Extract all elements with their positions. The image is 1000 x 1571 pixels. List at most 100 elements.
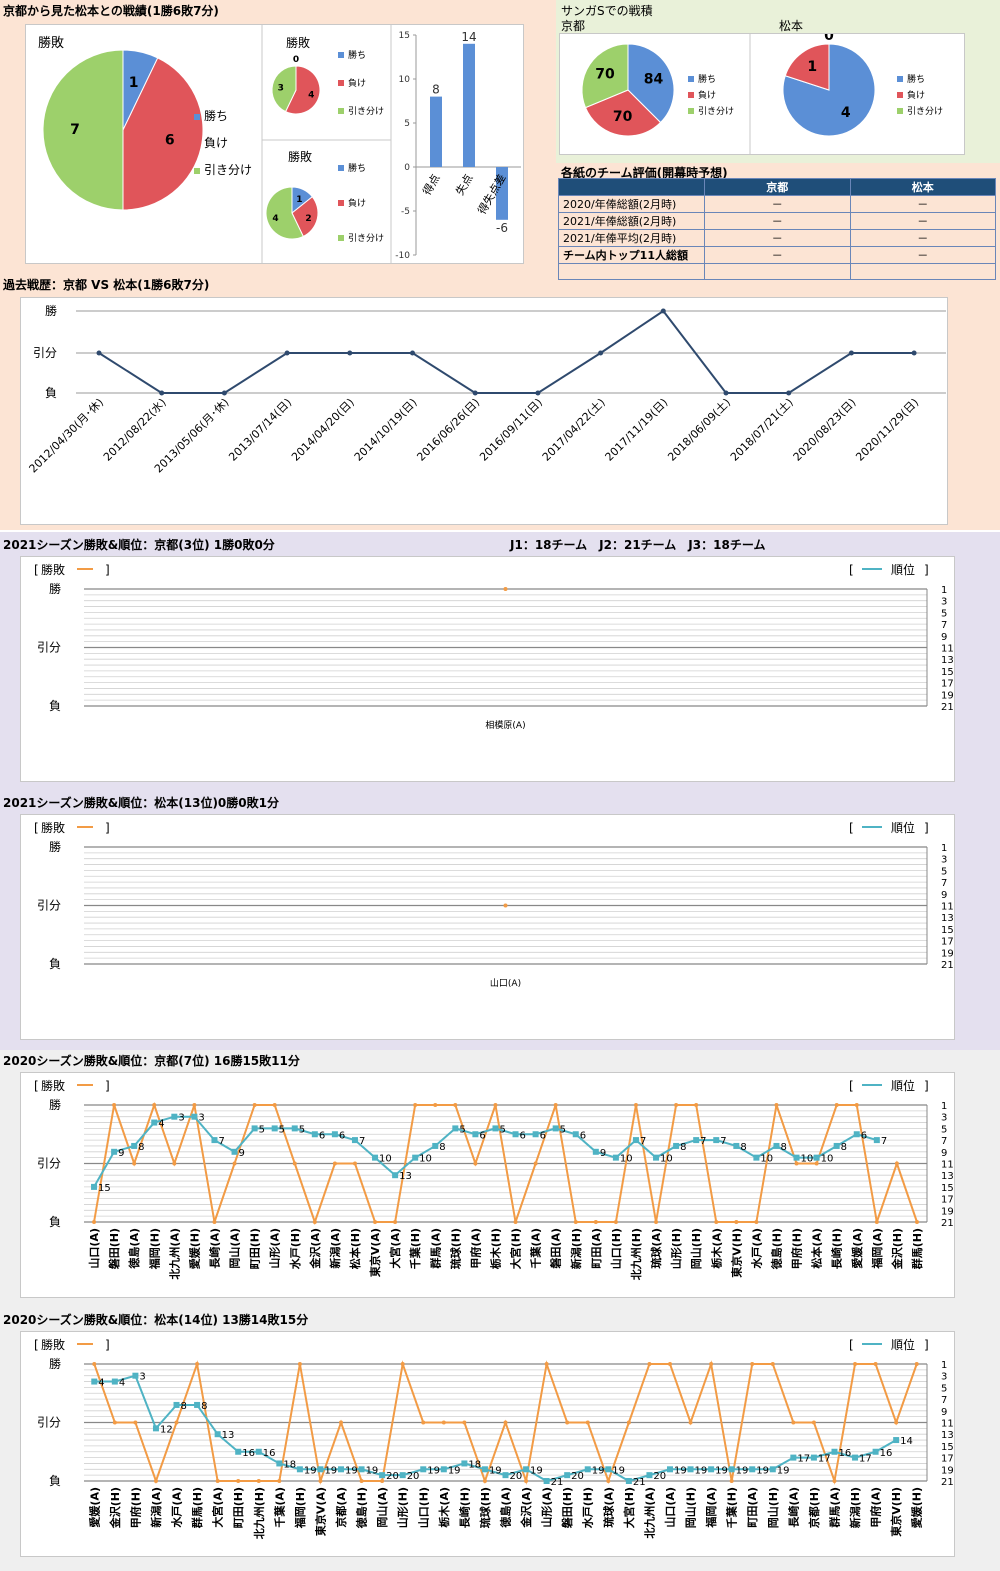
season-rank-point bbox=[132, 1372, 139, 1379]
season-rank-point bbox=[612, 1154, 619, 1161]
sanga-kyoto-label: 京都 bbox=[561, 19, 586, 33]
season-rank-label: 5 bbox=[279, 1124, 285, 1135]
season-rank-label: 18 bbox=[283, 1459, 296, 1470]
bar bbox=[430, 96, 442, 167]
season-rank-label: 6 bbox=[861, 1130, 867, 1141]
season-rank-label: 14 bbox=[900, 1436, 913, 1447]
season-result-label: 負 bbox=[49, 699, 61, 713]
season-category-label: 松本(H) bbox=[348, 1228, 362, 1269]
history-date-label: 2020/11/29(日) bbox=[853, 396, 921, 464]
season-rank-point bbox=[472, 1131, 479, 1138]
season-rank-point bbox=[338, 1466, 345, 1473]
summary-pie2-slice-label: 0 bbox=[293, 55, 299, 65]
season-category-label: 甲府(A) bbox=[468, 1228, 482, 1269]
season-category-label: 愛媛(A) bbox=[850, 1228, 864, 1269]
summary-pie2-legend-label: 負け bbox=[348, 77, 366, 89]
sanga-matsumoto-legend-label: 負け bbox=[907, 89, 925, 101]
season-category-label: 東京V(H) bbox=[889, 1487, 903, 1537]
season-rank-point bbox=[708, 1466, 715, 1473]
season-result-point bbox=[834, 1103, 839, 1107]
season-category-label: 水戸(A) bbox=[749, 1228, 763, 1269]
season-category-label: 町田(A) bbox=[590, 1228, 603, 1269]
history-point bbox=[723, 390, 729, 396]
season-category-label: 栃木(H) bbox=[488, 1228, 502, 1269]
season-result-point bbox=[874, 1220, 879, 1224]
season-result-point bbox=[688, 1420, 693, 1425]
summary-pie1-slice-label: 6 bbox=[165, 133, 175, 149]
season-rank-point bbox=[255, 1448, 262, 1455]
season-rank-label: 13 bbox=[399, 1171, 412, 1182]
summary-pie1-legend-swatch bbox=[194, 141, 200, 147]
season-category-label: 福岡(A) bbox=[870, 1228, 884, 1270]
season-result-point bbox=[503, 903, 508, 908]
history-point bbox=[660, 308, 666, 314]
season-category-label: 大宮(A) bbox=[211, 1487, 225, 1528]
season-category-label: 長崎(H) bbox=[457, 1487, 471, 1528]
season-category-label: 磐田(H) bbox=[560, 1487, 574, 1528]
history-y-label: 負 bbox=[45, 386, 57, 400]
legend-rank-bracket: [ bbox=[849, 821, 854, 835]
season-rank-label: 10 bbox=[660, 1154, 673, 1165]
season-category-label: 町田(H) bbox=[249, 1228, 262, 1269]
season-rank-label: 7 bbox=[359, 1136, 365, 1147]
season-category-label: 岡山(A) bbox=[375, 1487, 389, 1528]
history-date-label: 2016/06/26(日) bbox=[414, 396, 482, 464]
season-rank-tick: 19 bbox=[941, 948, 954, 959]
history-date-label: 2018/07/21(土) bbox=[728, 396, 796, 464]
summary-pie2-title: 勝敗 bbox=[286, 35, 310, 50]
sanga-kyoto-legend-label: 負け bbox=[698, 89, 716, 101]
season-rank-label: 19 bbox=[427, 1465, 440, 1476]
sanga-kyoto-pie-slice-label: 70 bbox=[613, 109, 633, 125]
season-rank-label: 5 bbox=[499, 1124, 505, 1135]
season-rank-point bbox=[733, 1142, 740, 1149]
season-result-point bbox=[774, 1103, 779, 1107]
season-rank-label: 3 bbox=[178, 1113, 184, 1124]
season-category-label: 磐田(A) bbox=[549, 1228, 563, 1269]
eval-cell: － bbox=[849, 246, 996, 264]
history-point bbox=[347, 350, 353, 356]
legend-result-bracket: [ bbox=[34, 821, 39, 835]
season-rank-label: 8 bbox=[138, 1142, 144, 1153]
season-result-point bbox=[339, 1420, 344, 1425]
season-category-label: 愛媛(A) bbox=[87, 1487, 101, 1528]
history-date-label: 2012/04/30(月･休) bbox=[27, 396, 107, 476]
season-rank-point bbox=[502, 1472, 509, 1479]
season-rank-label: 20 bbox=[407, 1471, 420, 1482]
season-category-label: 福岡(H) bbox=[293, 1487, 307, 1529]
season-rank-point bbox=[532, 1131, 539, 1138]
season-rank-point bbox=[813, 1154, 820, 1161]
summary-pie1-slice-label: 1 bbox=[129, 75, 139, 91]
eval-cell: － bbox=[849, 212, 996, 230]
chart1-title: 2021シーズン勝敗&順位：松本(13位)0勝0敗1分 bbox=[3, 796, 279, 810]
summary-pie3-slice-label: 1 bbox=[296, 195, 302, 205]
season-result-point bbox=[112, 1103, 117, 1107]
season-rank-label: 16 bbox=[263, 1448, 276, 1459]
season-result-point bbox=[565, 1420, 570, 1425]
season-rank-point bbox=[276, 1460, 283, 1467]
season-category-label: 相模原(A) bbox=[485, 719, 525, 731]
season-result-label: 負 bbox=[49, 1215, 61, 1229]
season-result-point bbox=[734, 1220, 739, 1224]
season-rank-tick: 11 bbox=[941, 902, 954, 913]
season-result-point bbox=[553, 1103, 558, 1107]
season-rank-point bbox=[296, 1466, 303, 1473]
sanga-kyoto-pie-slice-label: 70 bbox=[595, 67, 615, 83]
history-date-label: 2013/07/14(日) bbox=[226, 396, 294, 464]
sanga-matsumoto-label: 松本 bbox=[779, 19, 804, 33]
summary-pie2-slice bbox=[284, 65, 321, 115]
season-rank-point bbox=[251, 1125, 258, 1132]
season-category-label: 岡山(A) bbox=[228, 1228, 242, 1269]
season-category-label: 琉球(A) bbox=[649, 1228, 663, 1269]
season-result-point bbox=[585, 1420, 590, 1425]
season-category-label: 大宮(H) bbox=[622, 1487, 636, 1528]
season-result-point bbox=[195, 1362, 200, 1366]
season-rank-point bbox=[412, 1154, 419, 1161]
sanga-kyoto-pie-slice bbox=[627, 43, 675, 124]
season-category-label: 金沢(H) bbox=[890, 1228, 904, 1270]
history-date-label: 2014/10/19(日) bbox=[352, 396, 420, 464]
season-result-point bbox=[332, 1161, 337, 1166]
season-category-label: 松本(A) bbox=[810, 1228, 824, 1269]
summary-pie3-slice-label: 2 bbox=[305, 214, 311, 224]
season-rank-label: 6 bbox=[479, 1130, 485, 1141]
